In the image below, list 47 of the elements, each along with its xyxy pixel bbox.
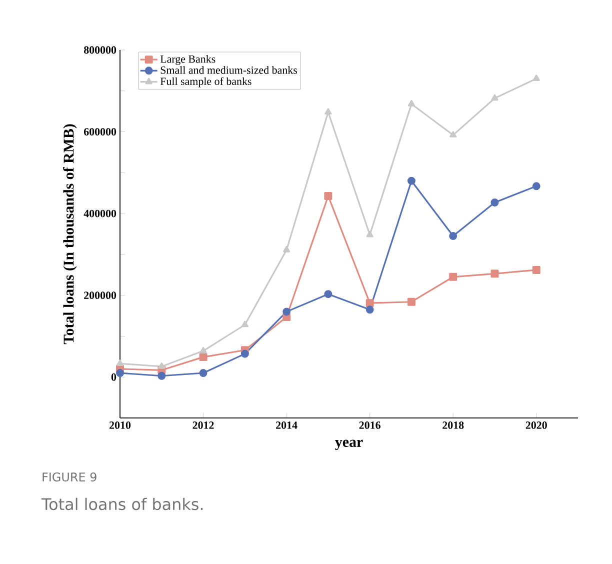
y-tick-label: 200000 <box>84 292 116 300</box>
point <box>491 94 498 101</box>
point <box>324 192 332 200</box>
point <box>449 232 458 240</box>
legend-label: Full sample of banks <box>160 77 252 88</box>
point <box>450 131 457 138</box>
point <box>408 100 416 106</box>
point <box>200 346 207 354</box>
point <box>324 108 332 115</box>
point <box>199 369 208 377</box>
point <box>116 360 124 366</box>
point <box>240 350 249 358</box>
point <box>490 270 499 278</box>
point <box>532 182 540 190</box>
x-tick-label: 2010 <box>110 422 131 429</box>
point <box>241 320 248 328</box>
legend-label: Small and medium-sized banks <box>160 66 297 74</box>
point <box>366 299 374 308</box>
point <box>282 246 290 252</box>
point <box>199 353 208 362</box>
x-tick-label: 2014 <box>276 422 298 429</box>
point <box>158 362 166 369</box>
x-tick-label: 2020 <box>526 422 547 429</box>
caption: FIGURE 9 <box>42 472 96 482</box>
x-axis-title: year <box>335 440 363 450</box>
point <box>532 74 540 82</box>
point <box>407 298 416 306</box>
y-tick-label: 800000 <box>84 46 116 54</box>
point <box>324 290 332 298</box>
point <box>366 230 374 238</box>
text: Total loans of banks. <box>41 498 203 510</box>
point <box>490 198 499 206</box>
x-tick-label: 2016 <box>359 422 380 429</box>
point <box>116 369 124 377</box>
point <box>366 306 374 314</box>
point <box>282 308 291 316</box>
y-tick-label: 400000 <box>84 210 116 218</box>
point <box>532 266 540 274</box>
point <box>158 372 166 380</box>
x-tick-label: 2012 <box>192 422 214 429</box>
y-tick-label: 0 <box>111 373 116 381</box>
y-tick-label: 600000 <box>84 128 116 136</box>
y-axis-title: Total loans (In thousands of RMB) <box>63 124 77 344</box>
point <box>449 272 458 281</box>
x-tick-label: 2018 <box>442 422 464 429</box>
legend-label: Large Banks <box>160 55 216 65</box>
point <box>407 176 416 185</box>
